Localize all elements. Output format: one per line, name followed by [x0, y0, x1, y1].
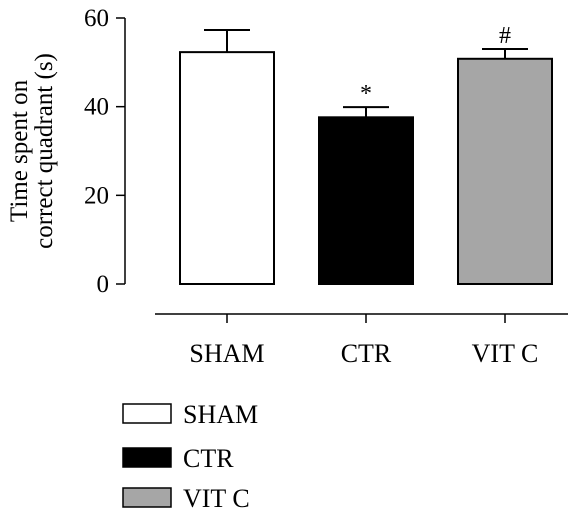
y-axis-title-line-2: correct quadrant (s) — [31, 53, 58, 249]
y-axis-title: Time spent on correct quadrant (s) — [6, 53, 58, 249]
legend-swatch — [122, 403, 172, 424]
legend-label: VIT C — [183, 484, 250, 513]
y-axis: 0 20 40 60 — [84, 5, 126, 298]
significance-marker: # — [499, 23, 511, 49]
error-bars-group — [204, 28, 528, 118]
legend-swatch — [122, 447, 172, 468]
y-tick-label: 60 — [84, 5, 109, 32]
y-tick-label: 0 — [97, 271, 110, 298]
legend-label: SHAM — [183, 400, 258, 429]
significance-marker: * — [360, 81, 372, 107]
legend-label: CTR — [183, 444, 234, 473]
legend-swatch — [122, 487, 172, 508]
bar-ctr — [318, 116, 414, 285]
category-labels: SHAM CTR VIT C — [189, 339, 538, 368]
y-tick-label: 40 — [84, 94, 109, 121]
bars-group — [179, 51, 553, 285]
category-label: SHAM — [189, 339, 264, 368]
category-label: CTR — [341, 339, 392, 368]
category-label: VIT C — [472, 339, 539, 368]
significance-markers: *# — [360, 23, 511, 107]
x-axis — [155, 313, 568, 323]
y-axis-title-line-1: Time spent on — [6, 79, 33, 222]
legend: SHAM CTR VIT C — [122, 400, 258, 513]
bar-vit-c — [457, 57, 553, 285]
y-tick-label: 20 — [84, 182, 109, 209]
bar-sham — [179, 51, 275, 285]
